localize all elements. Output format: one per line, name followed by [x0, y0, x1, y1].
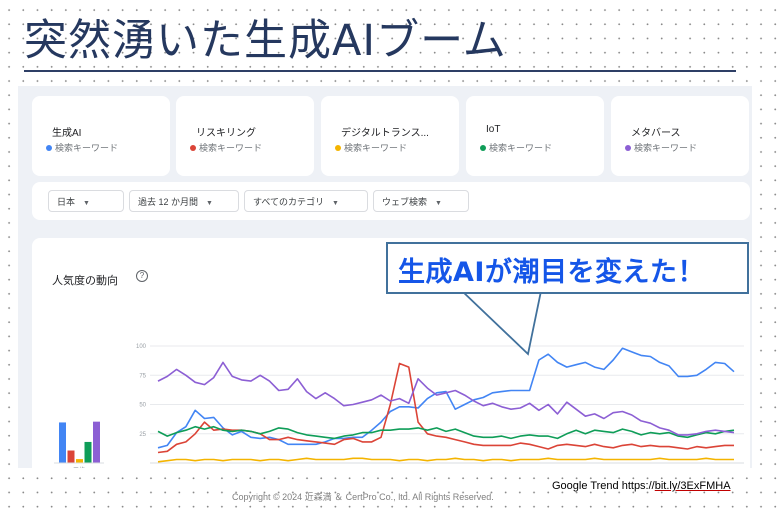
term-type: 検索キーワード	[190, 141, 262, 154]
source-prefix: Google Trend https://	[552, 480, 655, 492]
caret-down-icon: ▼	[332, 200, 339, 207]
chart-heading: 人気度の動向	[52, 275, 118, 287]
series-dot-icon	[46, 144, 52, 151]
series-line-2	[157, 457, 734, 463]
series-dot-icon	[335, 144, 341, 151]
source-credit: Google Trend https://bit.ly/3ExFMHA	[552, 480, 731, 492]
term-type: 検索キーワード	[625, 141, 697, 154]
y-tick-label: 100	[136, 344, 147, 350]
filter-bar: 日本 ▼ 過去 12 か月間 ▼ すべてのカテゴリ ▼ ウェブ検索 ▼	[32, 182, 750, 220]
term-card-reskilling[interactable]: リスキリング 検索キーワード	[176, 96, 314, 176]
title-divider	[24, 70, 736, 72]
y-tick-label: 25	[139, 432, 146, 438]
average-label: 平均	[73, 466, 85, 468]
term-type-label: 検索キーワード	[344, 143, 408, 153]
series-line-1	[157, 362, 734, 454]
caret-down-icon: ▼	[435, 200, 442, 207]
y-tick-label: 50	[139, 403, 146, 409]
series-dot-icon	[480, 144, 486, 151]
caret-down-icon: ▼	[83, 200, 90, 207]
average-bar	[59, 422, 66, 463]
term-type-label: 検索キーワード	[489, 143, 553, 153]
filter-label: 過去 12 か月間	[138, 197, 199, 207]
category-filter-button[interactable]: すべてのカテゴリ ▼	[244, 190, 368, 212]
term-name: メタバース	[631, 128, 681, 139]
term-card-digital-transformation[interactable]: デジタルトランス... 検索キーワード	[321, 96, 459, 176]
average-bar	[76, 459, 83, 463]
series-line-4	[157, 361, 735, 436]
term-card-metaverse[interactable]: メタバース 検索キーワード	[611, 96, 749, 176]
caret-down-icon: ▼	[206, 200, 213, 207]
term-type: 検索キーワード	[480, 141, 552, 154]
help-icon[interactable]: ?	[136, 270, 148, 282]
y-tick-label: 75	[139, 373, 146, 379]
term-type-label: 検索キーワード	[199, 143, 263, 153]
average-bar	[84, 441, 92, 463]
time-range-filter-button[interactable]: 過去 12 か月間 ▼	[129, 190, 239, 212]
search-type-filter-button[interactable]: ウェブ検索 ▼	[373, 190, 469, 212]
series-line-3	[157, 425, 735, 440]
filter-label: 日本	[57, 197, 76, 207]
filter-label: ウェブ検索	[382, 197, 428, 207]
series-dot-icon	[625, 144, 631, 151]
term-name: 生成AI	[52, 128, 82, 139]
series-dot-icon	[190, 144, 196, 151]
term-name: IoT	[486, 124, 501, 135]
trend-chart: 1007550252022/09/112023/01/152023/05/21平…	[54, 344, 744, 468]
term-card-iot[interactable]: IoT 検索キーワード	[466, 96, 604, 176]
term-type: 検索キーワード	[46, 141, 118, 154]
term-name: デジタルトランス...	[341, 128, 429, 139]
series-line-0	[157, 347, 735, 449]
slide-title: 突然湧いた生成AIブーム	[24, 16, 507, 66]
filter-label: すべてのカテゴリ	[253, 197, 325, 207]
term-type-label: 検索キーワード	[55, 143, 119, 153]
callout-text: 生成AIが潮目を変えた！	[398, 257, 705, 288]
source-link[interactable]: bit.ly/3ExFMHA	[654, 480, 731, 492]
copyright-text: Copyright © 2024 近森満 ＆ CertPro Co., ltd.…	[232, 492, 494, 502]
average-bar	[67, 450, 75, 463]
term-card-generative-ai[interactable]: 生成AI 検索キーワード	[32, 96, 170, 176]
term-type-label: 検索キーワード	[634, 143, 698, 153]
term-type: 検索キーワード	[335, 141, 407, 154]
average-bar	[93, 421, 100, 463]
region-filter-button[interactable]: 日本 ▼	[48, 190, 124, 212]
term-name: リスキリング	[196, 128, 256, 139]
callout-box: 生成AIが潮目を変えた！	[386, 242, 749, 294]
